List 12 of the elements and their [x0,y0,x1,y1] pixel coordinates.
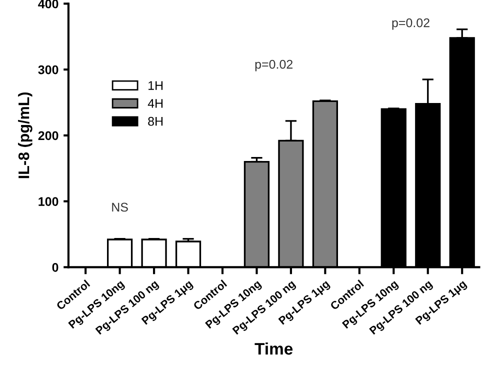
y-tick-label: 300 [38,65,58,74]
y-axis-title: IL-8 (pg/mL) [18,92,32,178]
x-axis-title: Time [254,342,293,355]
y-tick-label: 0 [52,262,58,272]
annotation: NS [112,202,128,212]
legend-label: 4H [148,99,163,108]
legend-label: 8H [148,116,163,126]
y-tick-label: 100 [38,197,58,206]
legend-label: 1H [148,81,163,90]
y-tick-label: 200 [38,131,58,140]
annotation: p=0.02 [392,18,430,30]
annotation: p=0.02 [255,60,293,72]
